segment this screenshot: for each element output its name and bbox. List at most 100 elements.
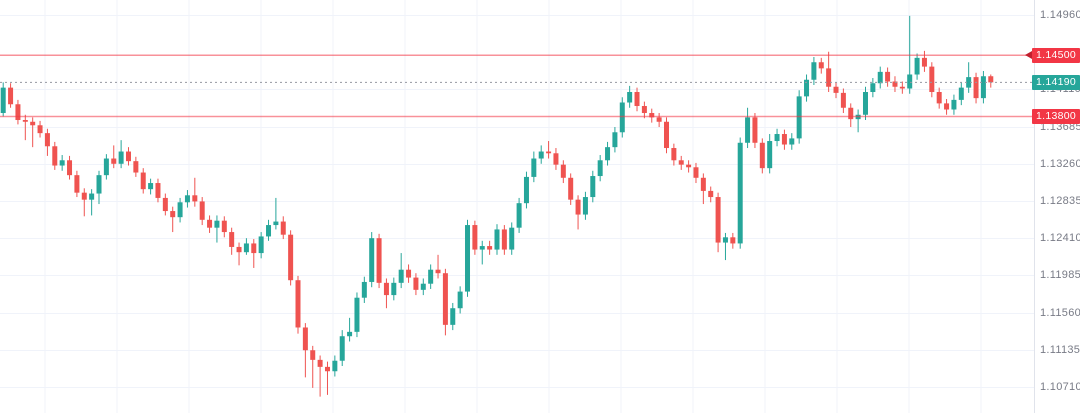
candle — [553, 148, 559, 170]
candle — [258, 232, 264, 259]
candle — [221, 216, 227, 238]
candle — [804, 74, 810, 102]
candle — [597, 155, 603, 182]
candle — [745, 107, 751, 149]
candle — [944, 99, 950, 115]
candle — [929, 62, 935, 98]
candle — [251, 239, 257, 268]
candle — [52, 141, 58, 170]
candle — [737, 137, 743, 249]
candle — [465, 219, 471, 297]
candle — [612, 127, 618, 153]
candle — [118, 140, 124, 169]
candle — [111, 145, 117, 169]
candle — [568, 173, 574, 205]
candle — [96, 170, 102, 205]
candle — [980, 70, 986, 104]
price-axis[interactable]: 1.14500 1.14190 1.13800 1.149601.141101.… — [1025, 0, 1080, 413]
price-tick-label: 1.11560 — [1040, 306, 1080, 319]
candle — [413, 273, 419, 296]
candle — [288, 230, 294, 286]
candle — [472, 220, 478, 255]
candle — [8, 83, 14, 108]
candle — [37, 120, 43, 138]
candle — [266, 219, 272, 241]
candle — [332, 355, 338, 377]
candle — [487, 240, 493, 255]
candle — [538, 145, 544, 164]
candle — [229, 227, 235, 255]
candle — [361, 276, 367, 303]
candle — [811, 56, 817, 85]
candle — [324, 361, 330, 395]
candle — [590, 170, 596, 203]
candle — [789, 133, 795, 150]
candle — [885, 67, 891, 87]
resistance-price-label: 1.14500 — [1035, 48, 1077, 61]
candle — [494, 224, 500, 255]
candle — [781, 129, 787, 150]
candle — [354, 292, 360, 338]
grid-lines — [0, 0, 1034, 413]
candle — [479, 240, 485, 265]
candle — [664, 117, 669, 154]
candle — [966, 62, 972, 93]
candle — [715, 192, 721, 253]
candle — [899, 81, 905, 94]
candle — [74, 170, 80, 198]
candle — [877, 66, 883, 89]
candle — [133, 156, 139, 177]
candle — [44, 128, 50, 156]
candle — [752, 113, 758, 149]
candle-series — [0, 15, 994, 397]
support-price-label: 1.13800 — [1035, 110, 1077, 122]
candle — [936, 87, 942, 109]
price-tick-label: 1.10710 — [1040, 381, 1080, 393]
candle — [700, 173, 706, 205]
candle — [722, 232, 728, 261]
candle — [236, 242, 242, 266]
price-tick-label: 1.14960 — [1040, 8, 1080, 21]
candle — [774, 128, 780, 147]
candle — [619, 97, 625, 138]
candle — [435, 254, 441, 279]
candle — [501, 225, 507, 255]
candle — [162, 193, 168, 216]
candle — [693, 162, 699, 184]
candle — [67, 155, 73, 180]
candlestick-chart-canvas[interactable] — [0, 0, 1034, 413]
candle — [958, 82, 964, 106]
candle — [273, 197, 279, 230]
candle — [177, 197, 183, 223]
current-price-label: 1.14190 — [1035, 75, 1077, 88]
candle — [951, 94, 957, 115]
candle — [678, 155, 684, 170]
candle — [855, 109, 861, 133]
candle — [531, 151, 537, 183]
candle — [759, 138, 765, 174]
candle — [649, 108, 655, 123]
candle — [708, 186, 714, 203]
candle — [30, 117, 36, 148]
candle — [509, 222, 515, 255]
candle — [125, 147, 131, 166]
candle — [376, 233, 382, 289]
candle — [398, 253, 404, 289]
candle — [892, 76, 898, 93]
candle — [0, 82, 6, 117]
candle — [634, 87, 640, 112]
candle — [148, 178, 154, 195]
price-tick-label: 1.12835 — [1040, 194, 1080, 207]
candle — [103, 154, 109, 180]
price-tick-label: 1.11135 — [1040, 343, 1080, 356]
resistance-price-badge: 1.14500 — [1025, 47, 1080, 63]
candle — [22, 114, 28, 141]
candle — [582, 191, 588, 220]
candle — [207, 215, 213, 233]
candle — [59, 155, 65, 171]
candle — [81, 188, 87, 217]
candle — [730, 232, 736, 249]
candle — [170, 206, 176, 233]
candle — [214, 215, 220, 243]
candle — [369, 232, 375, 288]
